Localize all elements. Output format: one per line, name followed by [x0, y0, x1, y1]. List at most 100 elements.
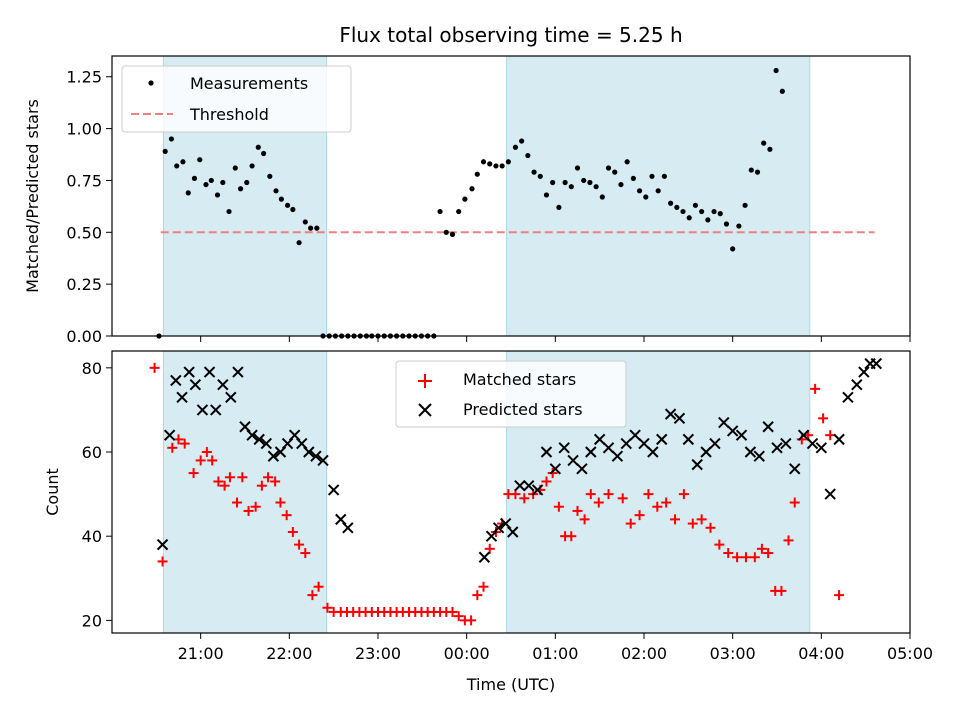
predicted-star-point — [585, 446, 597, 458]
matched-star-point — [281, 510, 292, 521]
bottom-y-tick-label: 60 — [82, 443, 102, 462]
predicted-star-point — [183, 366, 195, 378]
matched-star-point — [749, 552, 760, 563]
predicted-star-point — [726, 425, 739, 437]
matched-star-point — [201, 447, 212, 458]
top-y-tick-label: 0.50 — [66, 223, 102, 242]
measurement-point — [661, 173, 667, 179]
chart-title: Flux total observing time = 5.25 h — [339, 23, 682, 47]
bottom-y-axis-label: Count — [43, 468, 62, 516]
matched-star-point — [213, 476, 224, 487]
predicted-star-point — [771, 442, 783, 454]
matched-star-point — [300, 548, 311, 559]
bottom-y-tick-label: 40 — [82, 527, 102, 546]
measurement-point — [191, 175, 198, 181]
measurement-point — [474, 171, 480, 177]
matched-star-point — [652, 501, 663, 512]
measurement-point — [462, 196, 468, 202]
measurement-point — [605, 165, 612, 171]
measurement-point — [624, 159, 630, 165]
matched-star-point — [207, 455, 218, 466]
matched-star-point — [232, 497, 243, 508]
bottom-legend-box — [395, 360, 627, 428]
matched-star-point — [579, 514, 590, 525]
predicted-star-point — [342, 522, 354, 534]
matched-star-point — [783, 535, 794, 546]
matched-star-point — [472, 590, 483, 601]
predicted-star-point — [558, 442, 570, 454]
measurement-point — [699, 208, 705, 215]
legend-matched-marker — [418, 374, 432, 388]
bottom-panel: 20 40 60 80 21:00 22:00 23:00 00:00 01:00 02:00 0… — [43, 350, 933, 694]
measurement-point — [203, 181, 209, 188]
x-tick-label: 03:00 — [710, 644, 756, 663]
predicted-star-point — [691, 458, 703, 471]
measurement-point — [655, 188, 661, 194]
matched-star-point — [167, 442, 178, 453]
measurement-point — [550, 179, 556, 186]
matched-star-point — [466, 615, 477, 626]
matched-star-point — [603, 489, 614, 500]
measurement-point — [612, 169, 618, 175]
legend-predicted-marker — [418, 403, 432, 417]
predicted-star-point — [217, 378, 229, 391]
matched-star-point — [714, 539, 725, 550]
predicted-star-point — [507, 526, 519, 538]
measurement-point — [493, 163, 499, 169]
matched-star-point — [566, 531, 577, 542]
measurement-point — [754, 169, 761, 175]
matched-star-point — [789, 497, 800, 508]
bottom-y-ticks: 20 40 60 80 — [82, 359, 112, 630]
top-y-tick-label: 0.25 — [66, 275, 102, 294]
matched-star-point — [740, 552, 751, 563]
measurement-point — [197, 157, 203, 163]
predicted-star-point — [593, 433, 606, 446]
predicted-star-point — [833, 433, 845, 446]
measurement-point — [556, 204, 562, 211]
predicted-star-point — [267, 450, 280, 462]
measurement-point — [574, 165, 581, 171]
measurement-point — [214, 192, 221, 198]
measurement-point — [686, 215, 692, 221]
matched-star-point — [723, 548, 734, 559]
measurement-point — [512, 144, 519, 150]
bottom-y-tick-label: 80 — [82, 359, 102, 378]
measurement-point — [531, 169, 537, 175]
predicted-star-point — [232, 366, 244, 378]
top-y-axis-label: Matched/Predicted stars — [23, 99, 42, 293]
matched-star-point — [188, 468, 199, 479]
predicted-star-point — [549, 463, 562, 475]
matched-star-point — [634, 510, 645, 521]
predicted-star-point — [310, 450, 322, 462]
measurement-point — [773, 67, 779, 74]
matched-star-point — [776, 585, 787, 596]
predicted-star-point — [718, 416, 730, 429]
predicted-star-point — [327, 484, 340, 496]
matched-star-point — [447, 606, 458, 617]
measurement-point — [537, 173, 543, 179]
predicted-star-point — [602, 442, 615, 454]
measurement-point — [302, 219, 308, 225]
predicted-star-point — [762, 421, 774, 433]
matched-star-point — [541, 476, 552, 487]
predicted-star-point — [735, 429, 748, 441]
predicted-star-point — [176, 391, 188, 404]
measurement-point — [649, 173, 655, 179]
legend-matched-label: Matched stars — [463, 370, 576, 389]
measurement-point — [308, 225, 314, 231]
top-legend-box — [121, 65, 352, 133]
predicted-star-point — [203, 366, 216, 378]
predicted-star-point — [744, 446, 757, 458]
measurement-point — [273, 188, 279, 194]
top-y-tick-label: 0.00 — [66, 327, 102, 346]
predicted-star-point — [303, 446, 315, 458]
matched-star-point — [585, 489, 596, 500]
predicted-star-point — [664, 408, 677, 420]
measurement-point — [185, 190, 191, 196]
x-tick-label: 01:00 — [532, 644, 578, 663]
measurement-point — [162, 148, 168, 155]
matched-star-point — [625, 518, 636, 529]
measurement-point — [261, 150, 267, 157]
predicted-star-point — [189, 378, 202, 391]
